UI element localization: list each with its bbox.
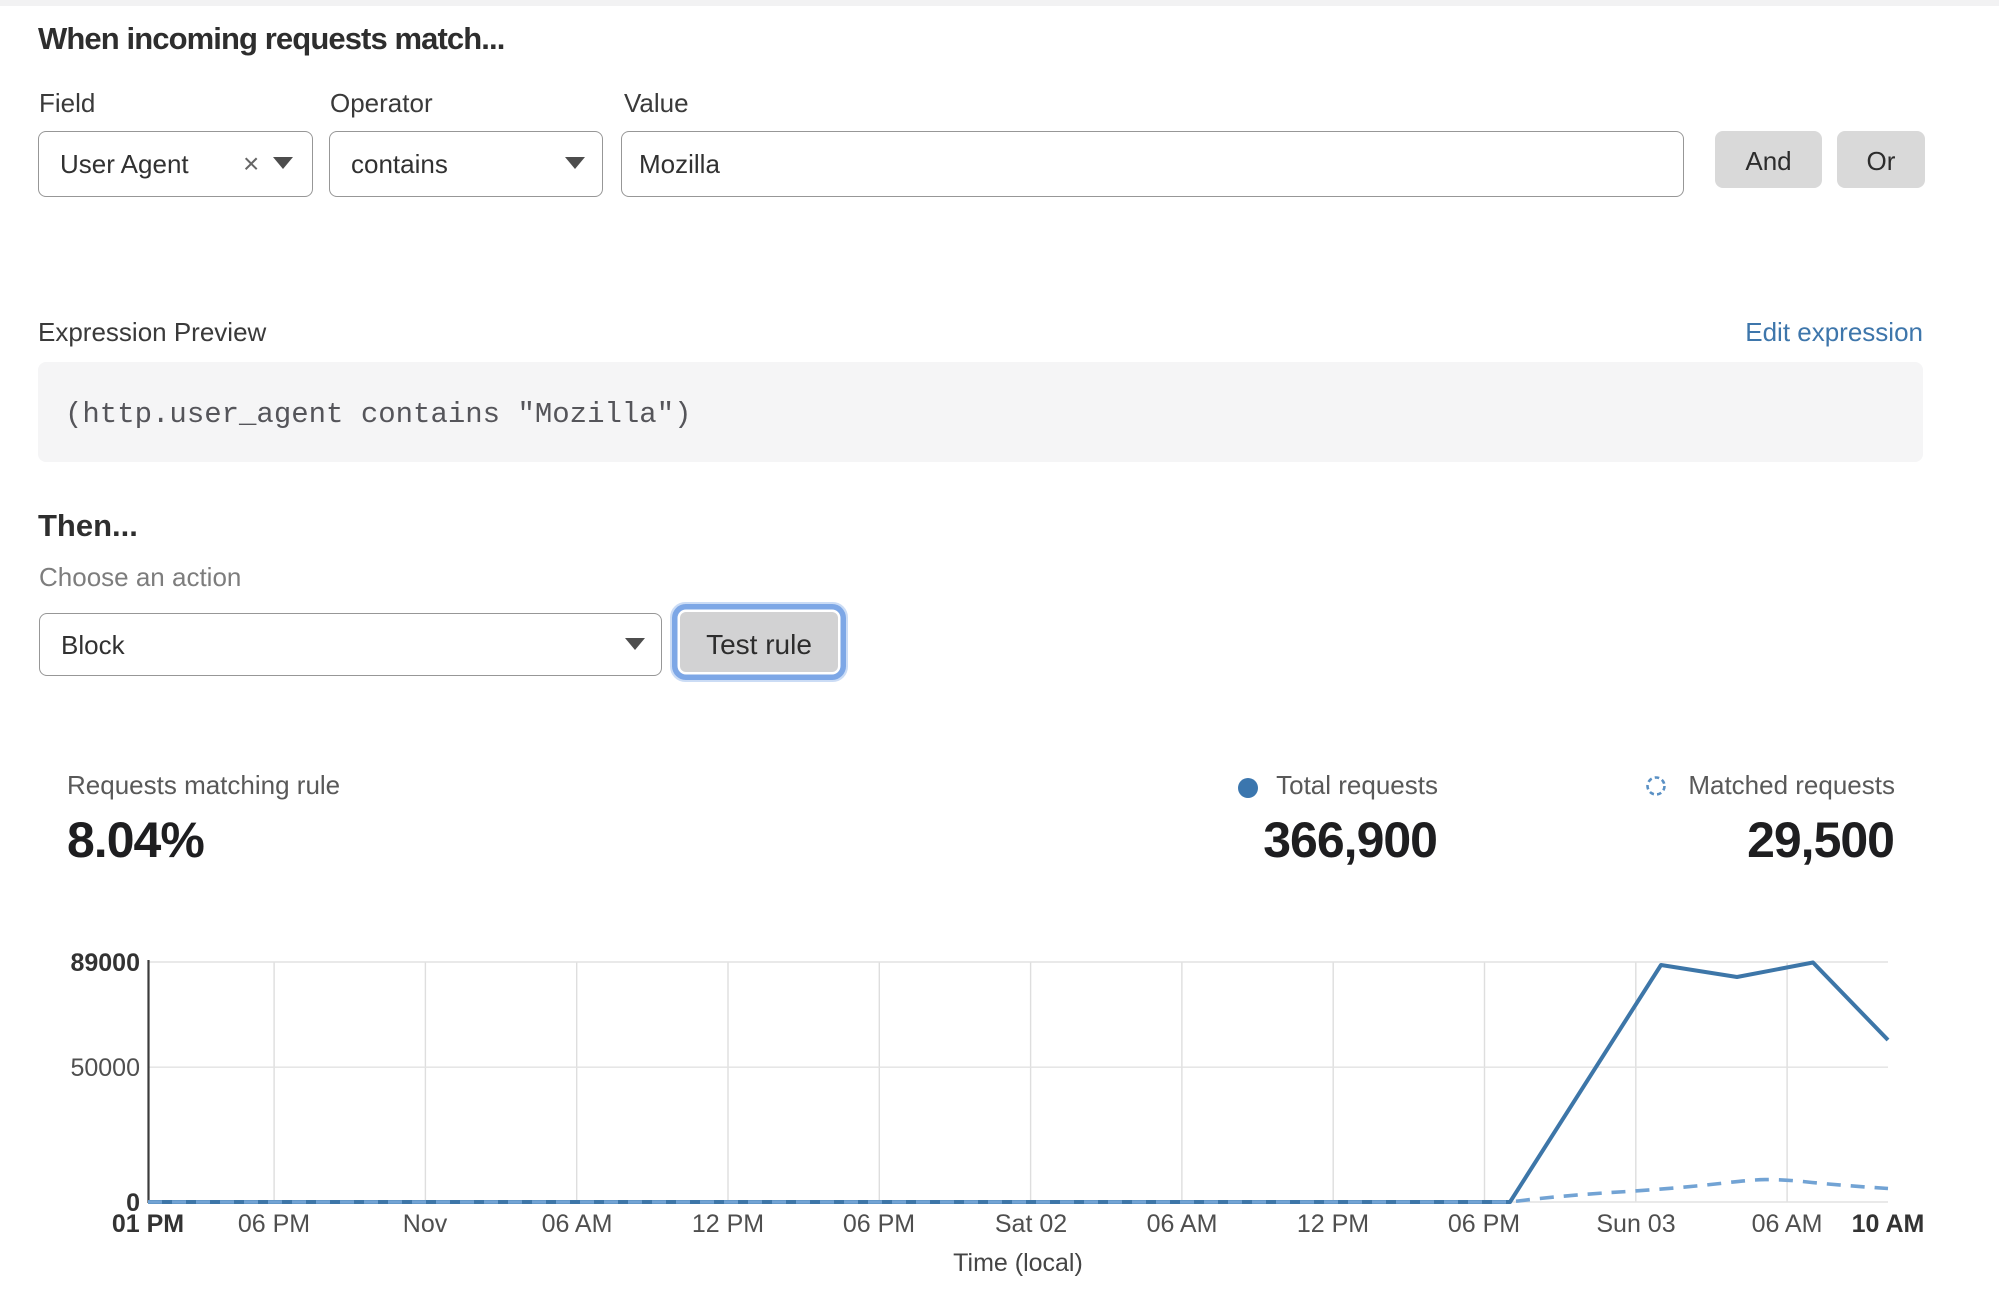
svg-text:0: 0 (126, 1189, 140, 1217)
svg-text:06 PM: 06 PM (1448, 1210, 1520, 1238)
svg-text:Sun 03: Sun 03 (1596, 1210, 1675, 1238)
svg-text:01 PM: 01 PM (112, 1210, 184, 1238)
svg-text:89000: 89000 (70, 949, 140, 977)
svg-text:12 PM: 12 PM (692, 1210, 764, 1238)
svg-text:06 AM: 06 AM (542, 1210, 613, 1238)
svg-text:06 AM: 06 AM (1147, 1210, 1218, 1238)
svg-text:Time (local): Time (local) (953, 1249, 1083, 1277)
svg-text:06 PM: 06 PM (238, 1210, 310, 1238)
svg-text:Sat 02: Sat 02 (995, 1210, 1067, 1238)
svg-text:12 PM: 12 PM (1297, 1210, 1369, 1238)
svg-text:10 AM: 10 AM (1852, 1210, 1925, 1238)
svg-text:06 AM: 06 AM (1752, 1210, 1823, 1238)
svg-text:50000: 50000 (70, 1054, 140, 1082)
svg-text:Nov: Nov (403, 1210, 448, 1238)
svg-text:06 PM: 06 PM (843, 1210, 915, 1238)
